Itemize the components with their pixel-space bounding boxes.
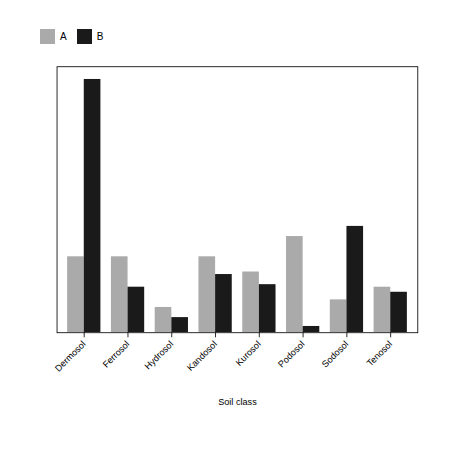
svg-text:Sodosol: Sodosol	[320, 339, 350, 369]
svg-text:Soil class: Soil class	[218, 397, 257, 407]
svg-text:Kandosol: Kandosol	[185, 339, 219, 373]
svg-text:Kurosol: Kurosol	[234, 339, 263, 368]
svg-text:Hydrosol: Hydrosol	[143, 339, 176, 372]
html-text:A: A	[60, 31, 67, 42]
html-text:B: B	[96, 31, 104, 42]
svg-text:Podosol: Podosol	[276, 339, 306, 369]
svg-text:Tenosol: Tenosol	[365, 339, 394, 368]
svg-text:Ferrosol: Ferrosol	[101, 339, 132, 370]
svg-text:Dermosol: Dermosol	[53, 339, 88, 374]
